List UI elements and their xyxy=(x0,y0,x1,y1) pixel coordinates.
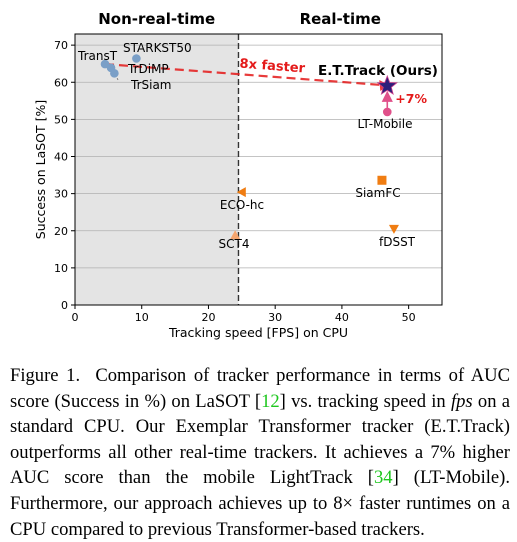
point-sct4 xyxy=(230,230,241,240)
region-non-real-time xyxy=(75,34,239,305)
x-tick-label: 30 xyxy=(268,311,282,324)
point-lt-mobile xyxy=(382,107,392,117)
point-fdsst xyxy=(388,224,399,234)
point-eco-hc xyxy=(236,187,246,198)
point-starkst50 xyxy=(132,54,141,63)
y-tick-label: 60 xyxy=(54,76,68,89)
region-title-real-time: Real-time xyxy=(300,10,381,28)
x-tick-label: 40 xyxy=(335,311,349,324)
point-e-t-track-ours xyxy=(376,74,398,95)
citation-link-12[interactable]: 12 xyxy=(261,390,280,412)
x-tick-label: 50 xyxy=(402,311,416,324)
caption-figure-label: Figure 1. xyxy=(10,365,81,386)
y-tick-label: 50 xyxy=(54,113,68,126)
y-tick-label: 30 xyxy=(54,188,68,201)
label-siamfc: SiamFC xyxy=(355,186,400,200)
figure-caption: Figure 1. Comparison of tracker performa… xyxy=(10,363,510,542)
x-tick-label: 0 xyxy=(72,311,79,324)
speedup-dashed-arrow xyxy=(104,62,382,87)
caption-text-2: ] vs. tracking speed in xyxy=(279,390,451,412)
caption-text-1: Comparison of tracker performance in ter… xyxy=(10,365,511,412)
label-starkst50: STARKST50 xyxy=(123,41,192,55)
point-trsiam xyxy=(110,69,119,78)
region-real-time xyxy=(238,34,442,305)
label-eco-hc: ECO-hc xyxy=(220,198,264,212)
label-transt: TransT xyxy=(77,49,118,63)
label-sct4: SCT4 xyxy=(219,237,250,251)
y-tick-label: 40 xyxy=(54,151,68,164)
label-lt-mobile: LT-Mobile xyxy=(358,117,413,131)
x-tick-label: 10 xyxy=(135,311,149,324)
trsiam-leader xyxy=(110,67,119,81)
citation-link-34[interactable]: 34 xyxy=(373,467,393,489)
point-siamfc xyxy=(377,175,387,185)
y-tick-label: 20 xyxy=(54,225,68,238)
y-tick-label: 0 xyxy=(61,299,68,312)
gain-label: +7% xyxy=(395,91,427,106)
plot-frame xyxy=(74,33,443,306)
label-e-t-track-ours: E.T.Track (Ours) xyxy=(318,63,438,79)
speedup-label: 8x faster xyxy=(239,57,306,77)
label-trsiam: TrSiam xyxy=(130,78,172,92)
caption-text-3: on a standard CPU. Our Exemplar Transfor… xyxy=(10,390,510,489)
label-fdsst: fDSST xyxy=(379,235,416,249)
scatter-chart: 0 10 20 30 40 50 0 10 20 30 40 50 60 70 Tracking speed… xyxy=(33,10,443,340)
figure: 0 10 20 30 40 50 0 10 20 30 40 50 60 70 Tracking speed… xyxy=(33,10,443,340)
x-axis-label: Tracking speed [FPS] on CPU xyxy=(168,325,348,340)
y-axis-label: Success on LaSOT [%] xyxy=(33,100,48,239)
y-tick-label: 10 xyxy=(54,262,68,275)
caption-fps: fps xyxy=(450,390,473,412)
region-title-non-real-time: Non-real-time xyxy=(98,10,215,28)
y-tick-label: 70 xyxy=(54,39,68,52)
x-tick-label: 20 xyxy=(201,311,215,324)
label-trdimp: TrDiMP xyxy=(127,62,169,76)
